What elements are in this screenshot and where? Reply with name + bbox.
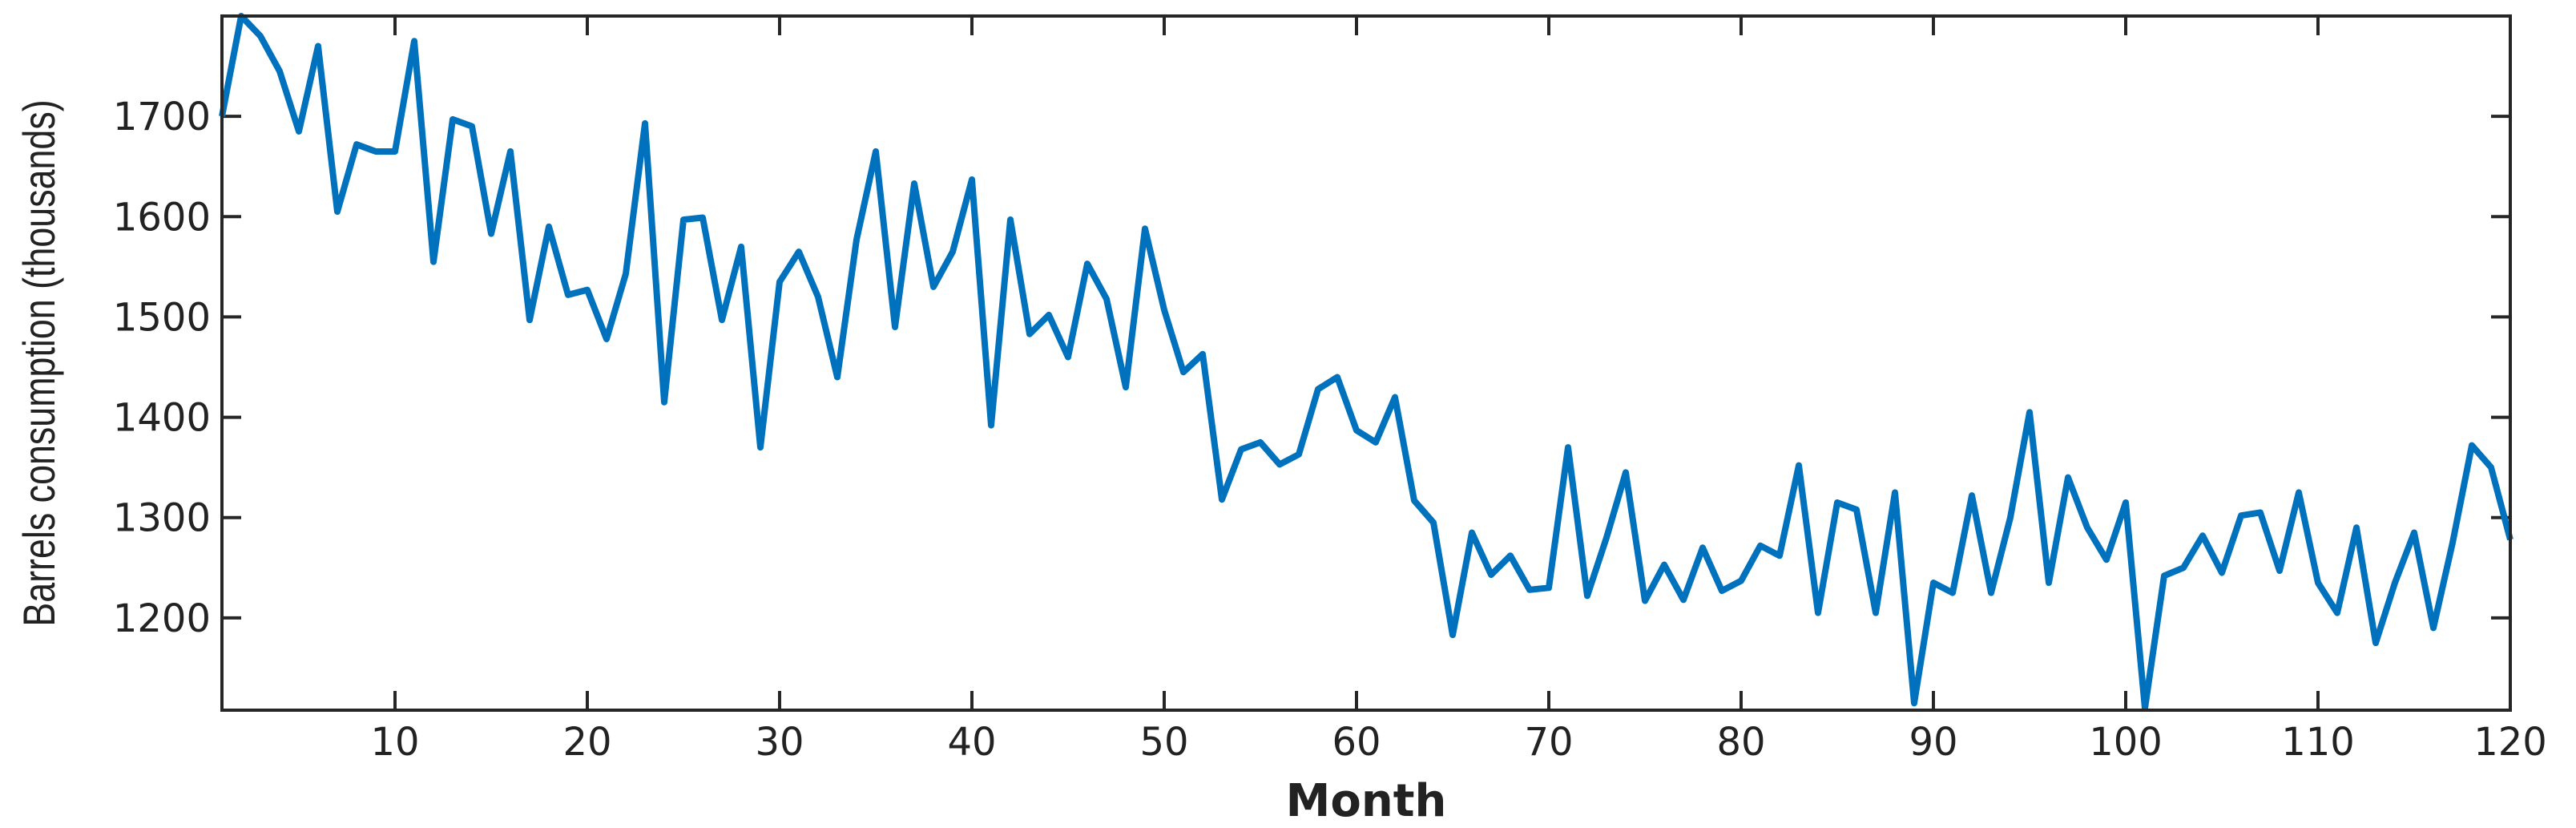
y-tick-label: 1600	[113, 195, 211, 240]
y-tick-label: 1300	[113, 496, 211, 541]
x-tick-label: 60	[1332, 720, 1381, 765]
x-tick-label: 40	[947, 720, 996, 765]
x-tick-label: 50	[1139, 720, 1188, 765]
y-tick-label: 1400	[113, 396, 211, 441]
plot-frame	[220, 14, 2512, 712]
data-line	[219, 13, 2514, 712]
x-tick-label: 20	[562, 720, 611, 765]
x-axis-label: Month	[1286, 775, 1447, 827]
x-tick-label: 100	[2089, 720, 2163, 765]
x-tick-label: 120	[2473, 720, 2547, 765]
x-tick-label: 70	[1524, 720, 1573, 765]
x-tick-label: 30	[755, 720, 804, 765]
x-tick-label: 80	[1716, 720, 1765, 765]
x-tick-label: 110	[2281, 720, 2355, 765]
x-tick-label: 90	[1909, 720, 1957, 765]
y-tick-label: 1700	[113, 95, 211, 139]
x-tick-label: 10	[370, 720, 419, 765]
y-tick-label: 1200	[113, 596, 211, 641]
y-axis-label: Barrels consumption (thousands)	[14, 99, 64, 626]
y-tick-label: 1500	[113, 295, 211, 340]
